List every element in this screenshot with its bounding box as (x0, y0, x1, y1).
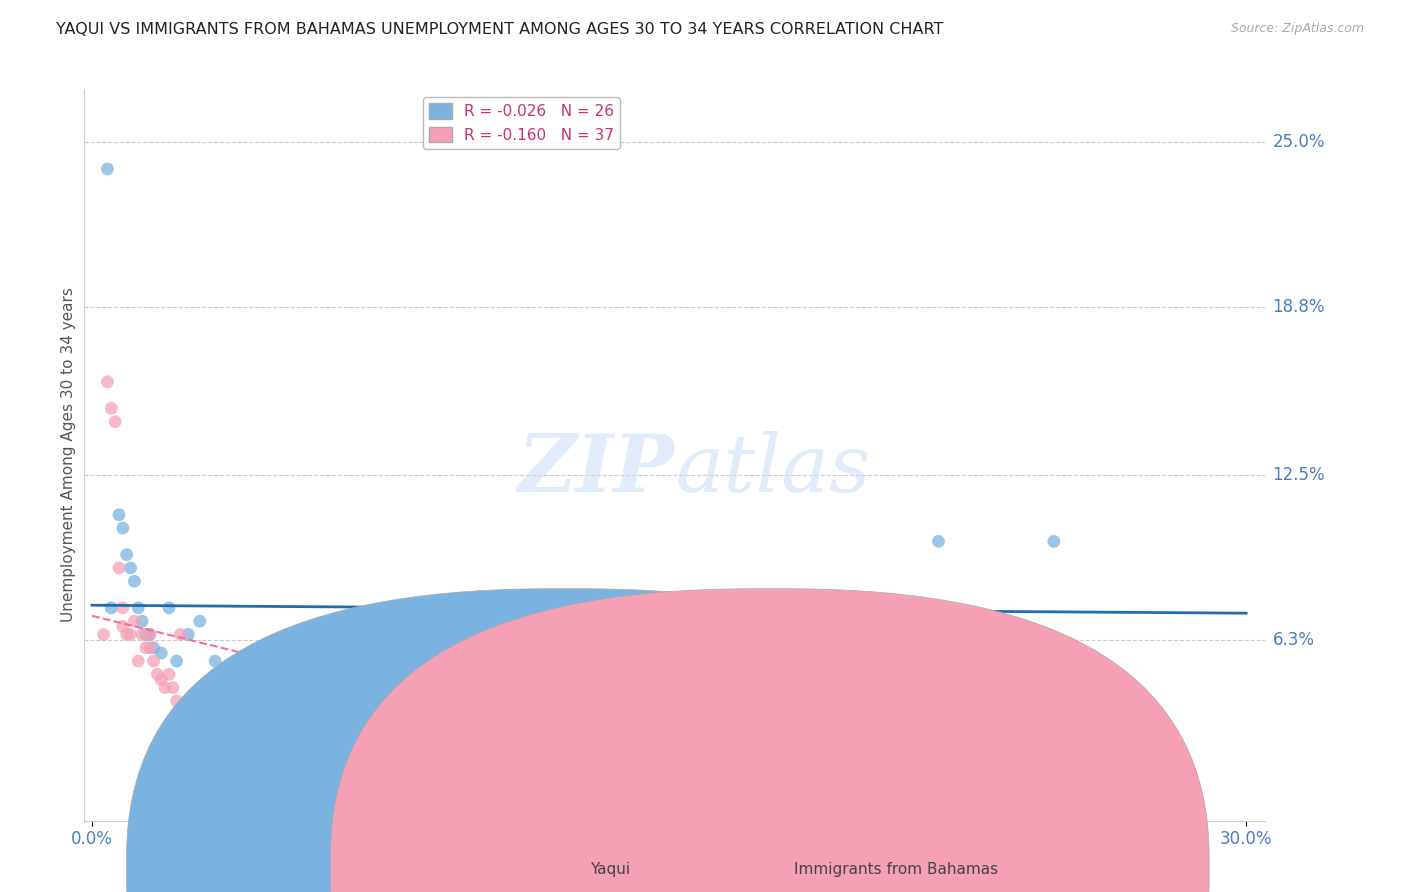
Text: Source: ZipAtlas.com: Source: ZipAtlas.com (1230, 22, 1364, 36)
Point (246, 726, 269, 740)
Point (370, 707, 392, 722)
Point (96, 161, 118, 176)
Point (226, 694, 249, 708)
Point (330, 747, 353, 761)
Text: 25.0%: 25.0% (1272, 134, 1324, 152)
Point (100, 600, 122, 615)
Point (157, 667, 180, 681)
Legend: R = -0.026   N = 26, R = -0.160   N = 37: R = -0.026 N = 26, R = -0.160 N = 37 (423, 97, 620, 149)
Text: YAQUI VS IMMIGRANTS FROM BAHAMAS UNEMPLOYMENT AMONG AGES 30 TO 34 YEARS CORRELAT: YAQUI VS IMMIGRANTS FROM BAHAMAS UNEMPLO… (56, 22, 943, 37)
Point (131, 614, 153, 628)
Point (235, 707, 257, 722)
Point (350, 752, 373, 766)
Point (242, 667, 264, 681)
Point (188, 614, 211, 628)
Point (142, 654, 165, 668)
Point (927, 534, 949, 549)
Point (162, 681, 184, 695)
Text: 18.8%: 18.8% (1272, 298, 1324, 317)
Text: Immigrants from Bahamas: Immigrants from Bahamas (794, 863, 998, 877)
Point (292, 734, 315, 748)
Point (139, 627, 162, 641)
Point (124, 614, 146, 628)
Point (124, 574, 146, 589)
Point (204, 654, 226, 668)
Point (139, 640, 162, 655)
Point (166, 654, 188, 668)
Point (266, 707, 288, 722)
Point (219, 699, 242, 714)
Text: ZIP: ZIP (517, 431, 675, 508)
Point (93, 627, 115, 641)
Point (166, 694, 188, 708)
Point (108, 561, 131, 575)
Point (120, 627, 142, 641)
Point (370, 760, 392, 774)
Point (127, 654, 149, 668)
Point (330, 646, 353, 660)
Point (177, 627, 200, 641)
Point (153, 681, 176, 695)
Point (96, 375, 118, 389)
Point (139, 627, 162, 641)
Point (157, 600, 180, 615)
Point (127, 600, 149, 615)
Point (150, 646, 173, 660)
Point (169, 627, 191, 641)
Point (273, 726, 295, 740)
Point (131, 627, 153, 641)
Point (184, 699, 207, 714)
Point (142, 640, 165, 655)
Point (1043, 534, 1066, 549)
Point (208, 694, 231, 708)
Point (111, 619, 134, 633)
Text: Yaqui: Yaqui (591, 863, 631, 877)
Text: 6.3%: 6.3% (1272, 631, 1315, 648)
Point (177, 694, 200, 708)
Point (111, 600, 134, 615)
Text: atlas: atlas (675, 431, 870, 508)
Point (135, 627, 157, 641)
Y-axis label: Unemployment Among Ages 30 to 34 years: Unemployment Among Ages 30 to 34 years (60, 287, 76, 623)
Point (108, 508, 131, 522)
Point (388, 694, 411, 708)
Point (115, 548, 138, 562)
Point (135, 640, 157, 655)
Point (100, 401, 122, 416)
Point (111, 521, 134, 535)
Point (120, 561, 142, 575)
Point (388, 787, 411, 801)
Point (197, 707, 219, 722)
Point (312, 741, 335, 756)
Point (115, 627, 138, 641)
Point (104, 415, 127, 429)
Point (150, 673, 173, 687)
Text: 12.5%: 12.5% (1272, 466, 1324, 483)
Point (146, 667, 169, 681)
